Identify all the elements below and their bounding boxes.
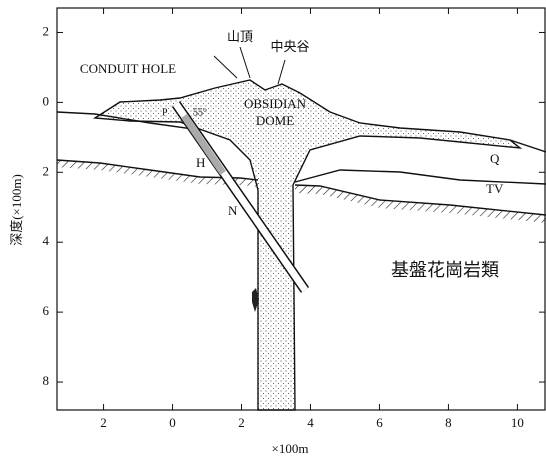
label-h: H <box>196 155 205 170</box>
label-conduit-hole: CONDUIT HOLE <box>80 61 176 76</box>
label-tv: TV <box>486 181 504 196</box>
x-tick-label: 2 <box>100 415 107 430</box>
y-tick-label: 2 <box>43 163 50 178</box>
y-axis-label: 深度(×100m) <box>9 174 24 246</box>
figure: 山頂 中央谷 CONDUIT HOLE OBSIDIAN DOME P 55° … <box>0 0 546 461</box>
x-tick-label: 6 <box>376 415 383 430</box>
label-basement: 基盤花崗岩類 <box>391 260 499 280</box>
y-tick-label: 6 <box>43 303 50 318</box>
label-central-valley: 中央谷 <box>270 39 309 54</box>
x-tick-label: 8 <box>445 415 452 430</box>
label-summit: 山頂 <box>227 29 253 44</box>
x-axis-label: ×100m <box>272 441 309 456</box>
y-tick-label: 4 <box>43 233 50 248</box>
x-tick-label: 4 <box>307 415 314 430</box>
y-tick-label: 2 <box>43 23 50 38</box>
y-tick-label: 0 <box>43 93 50 108</box>
y-tick-label: 8 <box>43 373 50 388</box>
label-angle: 55° <box>193 107 207 118</box>
label-dome: DOME <box>256 113 294 128</box>
label-p: P <box>162 107 168 118</box>
label-q: Q <box>490 151 500 166</box>
x-tick-label: 0 <box>169 415 176 430</box>
x-tick-label: 10 <box>511 415 524 430</box>
label-n: N <box>228 203 238 218</box>
label-dome: OBSIDIAN <box>244 96 307 111</box>
x-tick-label: 2 <box>238 415 245 430</box>
